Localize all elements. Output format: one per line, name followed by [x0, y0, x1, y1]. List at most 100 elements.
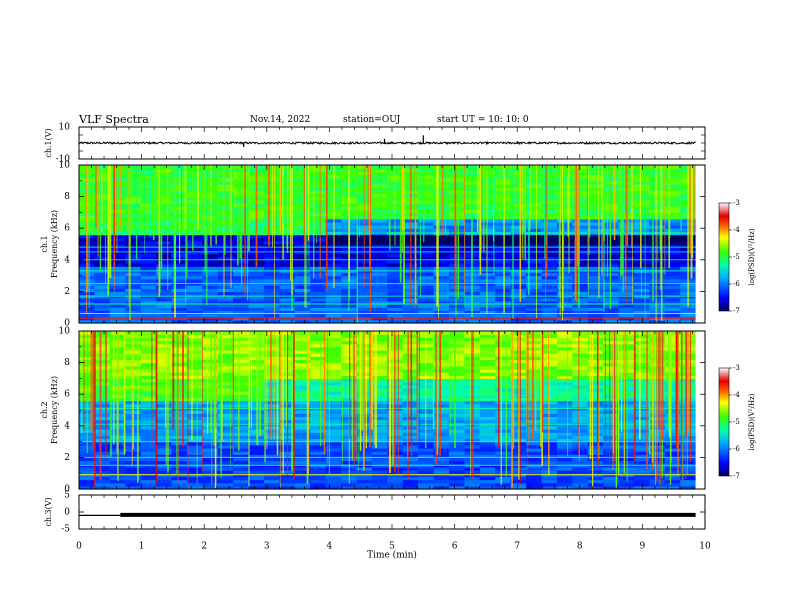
spectrogram-cell — [587, 212, 604, 217]
spectrogram-cell — [140, 228, 157, 232]
spectrogram-cell — [217, 410, 234, 414]
spectrogram-cell — [526, 174, 542, 179]
spectrogram-cell — [587, 466, 604, 471]
spectrogram-cell — [680, 438, 697, 443]
spectrogram-cell — [572, 212, 589, 217]
station-label: station=OUJ — [343, 115, 401, 125]
spectrogram-cell — [541, 228, 558, 232]
spectrogram-cell — [526, 291, 542, 296]
spectrogram-cell — [479, 209, 496, 213]
spectrogram-cell — [125, 278, 142, 283]
spectrogram-cell — [664, 476, 681, 481]
spectrogram-cell — [433, 466, 450, 471]
spectrogram-cell — [264, 221, 280, 226]
spectrogram-cell — [140, 384, 157, 389]
spectrogram-cell — [680, 485, 697, 490]
spectrogram-cell — [556, 218, 573, 223]
spectrogram-cell — [526, 196, 542, 201]
spectrogram-cell — [633, 346, 650, 351]
spectrogram-cell — [217, 288, 234, 292]
spectrogram-cell — [556, 350, 573, 354]
spectrogram-cell — [479, 457, 496, 462]
spectrogram-cell — [371, 272, 388, 277]
spectrogram-cell — [402, 482, 419, 487]
spectrogram-cell — [541, 425, 558, 430]
spectrogram-cell — [587, 387, 604, 392]
spectrogram-cell — [541, 237, 558, 242]
spectrogram-cell — [495, 391, 512, 395]
spectrogram-cell — [109, 285, 126, 289]
spectrogram-cell — [202, 319, 219, 324]
spectrogram-cell — [649, 253, 666, 258]
spectrogram-cell — [310, 319, 327, 324]
spectrogram-cell — [526, 403, 542, 408]
spectrogram-cell — [171, 365, 188, 370]
spectrogram-cell — [449, 419, 465, 424]
spectrogram-cell — [433, 362, 450, 367]
spectrogram-cell — [633, 319, 650, 324]
spectrogram-cell — [217, 193, 234, 198]
spectrogram-cell — [310, 168, 327, 172]
spectrogram-cell — [233, 307, 250, 311]
spectrogram-cell — [433, 206, 450, 210]
spectrogram-cell — [109, 313, 126, 318]
spectrogram-cell — [264, 165, 280, 169]
spectrogram-cell — [618, 334, 635, 338]
spectrogram-cell — [510, 288, 527, 292]
spectrogram-cell — [464, 337, 481, 342]
spectrogram-cell — [264, 253, 280, 258]
spectrogram-cell — [572, 359, 589, 364]
spectrogram-cell — [310, 187, 327, 191]
spectrogram-cell — [94, 221, 111, 226]
spectrogram-cell — [279, 259, 296, 264]
spectrogram-cell — [79, 457, 95, 462]
spectrogram-cell — [186, 171, 203, 176]
spectrogram-cell — [94, 391, 111, 395]
spectrogram-cell — [233, 403, 250, 408]
spectrogram-cell — [94, 291, 111, 296]
spectrogram-cell — [510, 300, 527, 305]
spectrogram-cell — [294, 334, 311, 338]
spectrogram-cell — [140, 272, 157, 277]
spectrogram-cell — [217, 187, 234, 191]
spectrogram-cell — [233, 410, 250, 414]
spectrogram-cell — [325, 485, 342, 490]
spectrogram-cell — [125, 212, 142, 217]
spectrogram-cell — [587, 171, 604, 176]
spectrogram-cell — [449, 285, 465, 289]
spectrogram-cell — [371, 410, 388, 414]
spectrogram-cell — [633, 263, 650, 267]
spectrogram-cell — [618, 365, 635, 370]
spectrogram-cell — [587, 476, 604, 481]
spectrogram-cell — [186, 278, 203, 283]
spectrogram-cell — [294, 353, 311, 357]
spectrogram-cell — [217, 313, 234, 318]
spectrogram-cell — [248, 285, 265, 289]
spectrogram-cell — [371, 199, 388, 204]
spectrogram-cell — [495, 416, 512, 421]
spectrogram-cell — [510, 202, 527, 207]
spectrogram-cell — [572, 470, 589, 474]
spectrogram-cell — [94, 343, 111, 348]
spectrogram-cell — [294, 174, 311, 179]
spectrogram-cell — [433, 297, 450, 302]
spectrogram-cell — [418, 221, 435, 226]
spectrogram-cell — [186, 263, 203, 267]
spectrogram-cell — [418, 253, 435, 258]
spectrogram-cell — [479, 259, 496, 264]
spectrogram-cell — [433, 372, 450, 376]
spectrogram-cell — [541, 403, 558, 408]
spectrogram-cell — [433, 291, 450, 296]
spectrogram-cell — [510, 218, 527, 223]
spectrogram-cell — [186, 413, 203, 417]
spectrogram-cell — [418, 215, 435, 220]
spectrogram-cell — [510, 272, 527, 277]
spectrogram-cell — [325, 372, 342, 376]
spectrogram-cell — [603, 403, 620, 408]
spectrogram-cell — [572, 362, 589, 367]
spectrogram-cell — [526, 410, 542, 414]
spectrogram-cell — [572, 253, 589, 258]
spectrogram-cell — [156, 337, 173, 342]
spectrogram-cell — [541, 319, 558, 324]
spectrogram-cell — [156, 438, 173, 443]
